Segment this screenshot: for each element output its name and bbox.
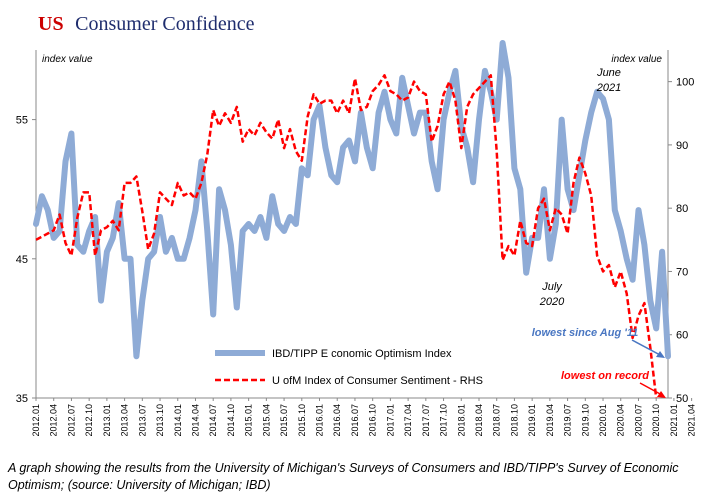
left-tick-label: 35 — [16, 393, 28, 405]
annotation-lowest-on-record: lowest on record — [561, 370, 649, 382]
x-tick-label: 2021.04 — [687, 404, 697, 437]
x-tick-label: 2013.10 — [155, 404, 165, 437]
x-tick-label: 2016.01 — [315, 404, 325, 437]
x-tick-label: 2015.04 — [261, 404, 271, 437]
x-tick-label: 2021.01 — [669, 404, 679, 437]
x-tick-label: 2016.04 — [332, 404, 342, 437]
right-axis-label: index value — [611, 54, 662, 65]
x-tick-label: 2020.07 — [633, 404, 643, 437]
x-tick-label: 2017.10 — [439, 404, 449, 437]
chart-caption: A graph showing the results from the Uni… — [8, 461, 679, 492]
x-tick-label: 2014.01 — [173, 404, 183, 437]
umich-sentiment-series-line — [35, 74, 658, 399]
x-tick-label: 2019.10 — [580, 404, 590, 437]
right-tick-label: 50 — [676, 393, 688, 405]
x-tick-label: 2013.01 — [102, 404, 112, 437]
x-tick-label: 2015.01 — [244, 404, 254, 437]
x-tick-label: 2014.10 — [226, 404, 236, 437]
plot-area: index value index value 35 45 55 50 60 70 80 90 10… — [16, 40, 705, 437]
x-tick-label: 2015.07 — [279, 404, 289, 437]
x-tick-label: 2013.07 — [137, 404, 147, 437]
legend-ibd-label: IBD/TIPP E conomic Optimism Index — [272, 348, 452, 360]
x-tick-label: 2014.04 — [190, 404, 200, 437]
legend-umich-label: U ofM Index of Consumer Sentiment - RHS — [272, 375, 483, 387]
x-tick-label: 2018.04 — [474, 404, 484, 437]
blue-annotation-arrow — [631, 339, 663, 357]
x-tick-label: 2017.07 — [421, 404, 431, 437]
x-tick-label: 2018.07 — [492, 404, 502, 437]
annotation-july: July — [541, 281, 563, 293]
x-tick-label: 2016.07 — [350, 404, 360, 437]
x-tick-label: 2019.04 — [545, 404, 555, 437]
red-annotation-arrow — [639, 382, 663, 396]
x-tick-label: 2015.10 — [297, 404, 307, 437]
x-tick-label: 2020.04 — [616, 404, 626, 437]
annotation-2021: 2021 — [596, 82, 621, 94]
chart-title-us: US — [38, 13, 64, 35]
blue-annotation-arrowhead — [656, 351, 665, 358]
chart-title-rest: Consumer Confidence — [75, 13, 255, 35]
x-tick-label: 2018.10 — [509, 404, 519, 437]
x-tick-label: 2017.04 — [403, 404, 413, 437]
right-tick-label: 100 — [676, 77, 694, 89]
x-tick-label: 2012.07 — [66, 404, 76, 437]
x-tick-label: 2013.04 — [120, 404, 130, 437]
x-tick-label: 2017.01 — [385, 404, 395, 437]
x-tick-label: 2016.10 — [368, 404, 378, 437]
chart-title: US Consumer Confidence — [38, 13, 255, 35]
x-tick-label: 2018.01 — [456, 404, 466, 437]
x-tick-label: 2014.07 — [208, 404, 218, 437]
right-tick-label: 60 — [676, 330, 688, 342]
x-tick-label: 2012.04 — [49, 404, 59, 437]
x-tick-label: 2019.07 — [563, 404, 573, 437]
x-tick-label: 2012.10 — [84, 404, 94, 437]
consumer-confidence-chart: US Consumer Confidence index value index … — [16, 13, 705, 437]
right-tick-label: 70 — [676, 266, 688, 278]
ibd-optimism-series-line — [33, 40, 671, 360]
right-tick-label: 90 — [676, 140, 688, 152]
annotation-2020: 2020 — [539, 296, 565, 308]
left-axis-label: index value — [42, 54, 93, 65]
annotation-lowest-since-aug-11: lowest since Aug '11 — [532, 327, 639, 339]
x-tick-label: 2019.01 — [527, 404, 537, 437]
x-tick-label: 2020.10 — [651, 404, 661, 437]
red-annotation-arrowhead — [657, 391, 666, 398]
annotation-june: June — [596, 67, 621, 79]
x-tick-label: 2020.01 — [598, 404, 608, 437]
left-tick-label: 45 — [16, 254, 28, 266]
right-tick-label: 80 — [676, 203, 688, 215]
left-tick-label: 55 — [16, 115, 28, 127]
x-tick-label: 2012.01 — [31, 404, 41, 437]
